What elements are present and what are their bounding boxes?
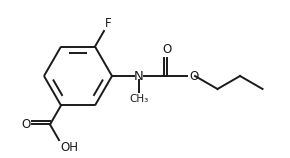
Text: N: N [134,70,144,82]
Text: O: O [22,118,31,131]
Text: OH: OH [60,141,78,154]
Text: O: O [189,70,198,82]
Text: F: F [105,17,112,30]
Text: CH₃: CH₃ [129,94,148,104]
Text: O: O [162,43,172,56]
